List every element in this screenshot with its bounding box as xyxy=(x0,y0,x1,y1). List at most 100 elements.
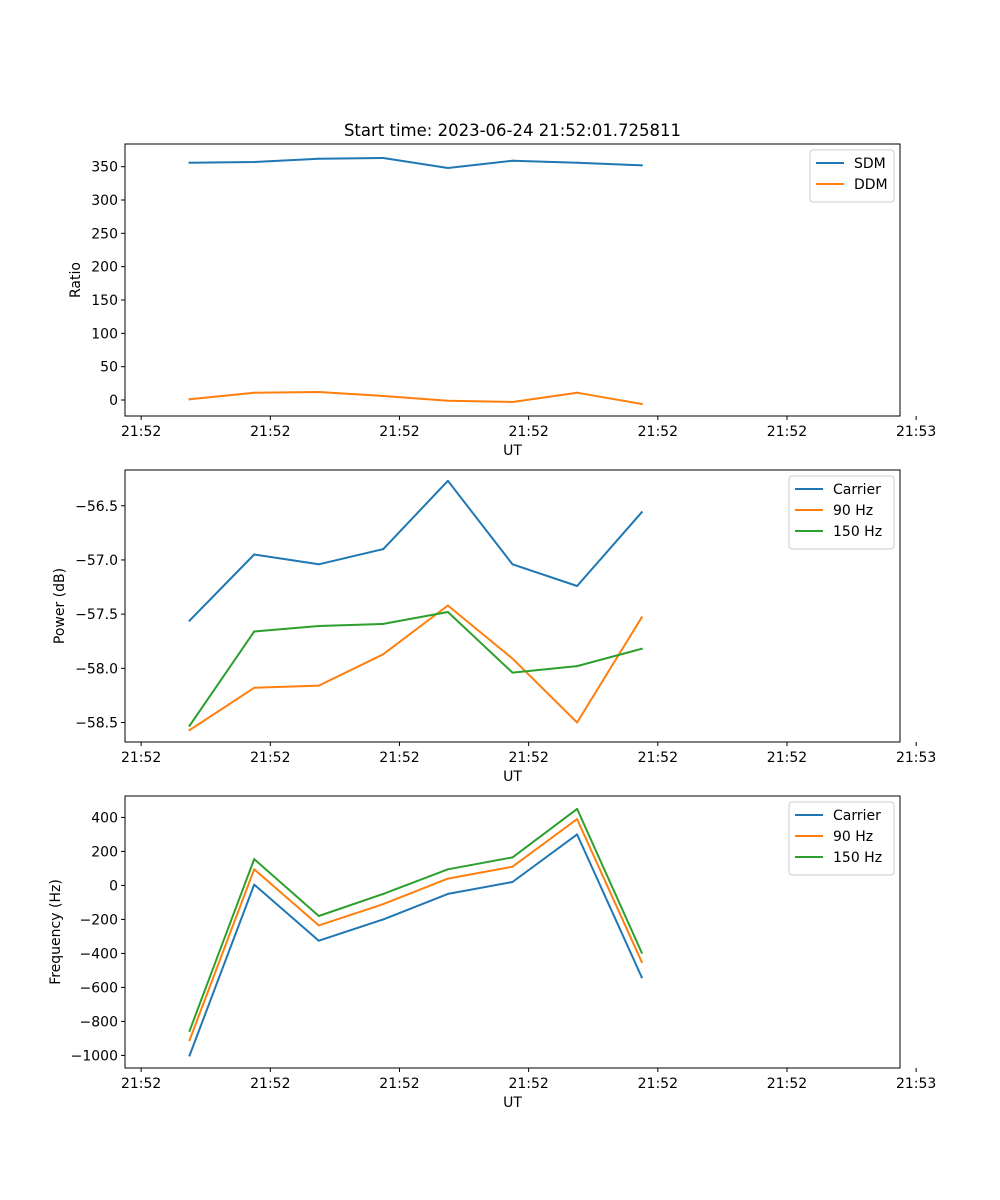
data-point-90-hz xyxy=(640,616,643,619)
data-point-sdm xyxy=(576,161,579,164)
data-point-90-hz xyxy=(446,604,449,607)
legend-label-carrier: Carrier xyxy=(833,482,881,498)
data-point-ddm xyxy=(640,403,643,405)
y-axis-label: Power (dB) xyxy=(52,568,68,644)
series-line-carrier xyxy=(188,833,644,1057)
y-tick-label: 400 xyxy=(91,810,118,826)
x-axis-label: UT xyxy=(503,769,522,785)
data-point-90-hz xyxy=(511,865,514,868)
legend-label-ddm: DDM xyxy=(854,177,888,193)
data-point-carrier xyxy=(640,976,643,979)
series-line-90-hz xyxy=(188,818,644,1042)
legend-label-carrier: Carrier xyxy=(833,808,881,824)
data-point-150-hz xyxy=(576,807,579,810)
data-point-carrier xyxy=(382,918,385,921)
subplot-2: −58.5 −58.0 −57.5 −57.0 −56.5 21:52 21:52 21:52… xyxy=(52,469,936,785)
data-point-150-hz xyxy=(317,915,320,918)
data-point-90-hz xyxy=(188,1039,191,1042)
series-line-carrier xyxy=(188,479,644,623)
data-point-150-hz xyxy=(317,625,320,628)
axes-frame xyxy=(124,143,901,417)
data-point-sdm xyxy=(188,161,191,164)
data-point-carrier xyxy=(188,619,191,622)
data-point-90-hz xyxy=(317,924,320,927)
data-point-carrier xyxy=(253,883,256,886)
x-tick-label: 21:52 xyxy=(638,750,678,766)
x-tick-label: 21:52 xyxy=(508,750,548,766)
x-tick-label: 21:52 xyxy=(767,424,807,440)
data-point-ddm xyxy=(576,391,579,394)
x-tick-label: 21:52 xyxy=(121,424,161,440)
y-tick-label: 50 xyxy=(100,360,118,376)
x-tick-label: 21:52 xyxy=(638,424,678,440)
y-tick-label: 150 xyxy=(91,293,118,309)
y-tick-label: −57.0 xyxy=(75,553,118,569)
data-point-carrier xyxy=(511,563,514,566)
data-point-90-hz xyxy=(511,657,514,660)
y-tick-label: −800 xyxy=(80,1014,118,1030)
data-point-carrier xyxy=(188,1054,191,1057)
x-tick-label: 21:52 xyxy=(508,424,548,440)
y-axis-label: Ratio xyxy=(68,262,84,298)
x-tick-label: 21:52 xyxy=(250,750,290,766)
data-point-90-hz xyxy=(253,868,256,871)
data-point-carrier xyxy=(446,892,449,895)
data-point-150-hz xyxy=(188,724,191,727)
data-point-90-hz xyxy=(382,653,385,656)
data-point-carrier xyxy=(317,563,320,566)
x-axis-label: UT xyxy=(503,1095,522,1111)
data-point-90-hz xyxy=(640,960,643,963)
data-point-carrier xyxy=(253,553,256,556)
data-point-sdm xyxy=(382,157,385,159)
data-point-ddm xyxy=(511,401,514,403)
x-axis-label: UT xyxy=(503,443,522,459)
legend-label-sdm: SDM xyxy=(854,156,886,172)
y-tick-label: 0 xyxy=(109,878,118,894)
data-point-150-hz xyxy=(511,671,514,674)
data-point-90-hz xyxy=(317,684,320,687)
data-point-90-hz xyxy=(382,903,385,906)
y-tick-label: −58.5 xyxy=(75,715,118,731)
y-tick-label: 0 xyxy=(109,393,118,409)
x-tick-label: 21:52 xyxy=(379,424,419,440)
y-tick-label: −600 xyxy=(80,980,118,996)
data-point-90-hz xyxy=(253,686,256,689)
x-tick-label: 21:52 xyxy=(379,1076,419,1092)
series-line-150-hz xyxy=(188,807,644,1033)
y-tick-label: 200 xyxy=(91,844,118,860)
y-tick-label: 100 xyxy=(91,326,118,342)
data-point-90-hz xyxy=(188,729,191,732)
data-point-150-hz xyxy=(511,856,514,859)
y-tick-label: 300 xyxy=(91,193,118,209)
data-point-carrier xyxy=(446,479,449,482)
legend: SDM DDM xyxy=(809,149,895,203)
x-tick-label: 21:52 xyxy=(638,1076,678,1092)
series-line-ddm xyxy=(188,391,643,406)
data-point-sdm xyxy=(511,159,514,162)
x-tick-label: 21:53 xyxy=(896,1076,936,1092)
y-tick-label: −58.0 xyxy=(75,661,118,677)
data-point-ddm xyxy=(317,391,320,393)
axes-frame xyxy=(124,469,901,743)
axes-frame xyxy=(124,795,901,1069)
x-tick-label: 21:52 xyxy=(767,750,807,766)
data-point-sdm xyxy=(640,164,643,167)
x-tick-label: 21:52 xyxy=(121,750,161,766)
data-point-sdm xyxy=(446,167,449,169)
data-point-90-hz xyxy=(576,721,579,724)
data-point-150-hz xyxy=(382,892,385,895)
data-point-90-hz xyxy=(576,818,579,821)
data-point-carrier xyxy=(576,833,579,836)
y-tick-label: −400 xyxy=(80,946,118,962)
x-tick-label: 21:52 xyxy=(767,1076,807,1092)
data-point-150-hz xyxy=(576,665,579,668)
data-point-ddm xyxy=(382,395,385,397)
x-tick-label: 21:52 xyxy=(508,1076,548,1092)
subplot-1: 0 50 100 150 200 250 300 350 21:52 21:52 21:52 21:5… xyxy=(68,143,936,459)
y-tick-label: 250 xyxy=(91,226,118,242)
data-point-carrier xyxy=(317,939,320,942)
x-tick-label: 21:52 xyxy=(121,1076,161,1092)
data-point-150-hz xyxy=(446,868,449,871)
y-tick-label: −56.5 xyxy=(75,499,118,515)
